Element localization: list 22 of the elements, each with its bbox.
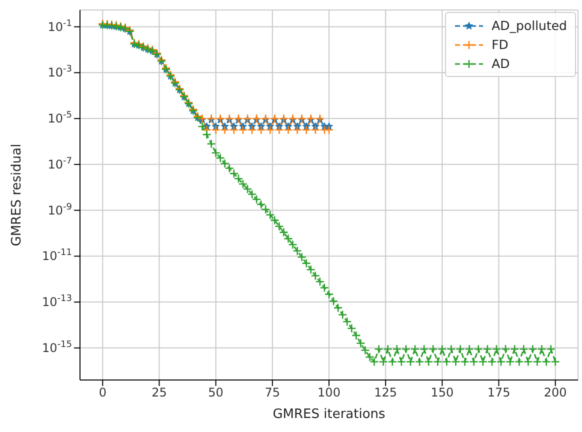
legend-label: FD xyxy=(492,37,508,52)
legend-label: AD_polluted xyxy=(492,18,567,33)
x-tick-label: 200 xyxy=(544,386,567,400)
y-tick-label: 10$^{-7}$ xyxy=(48,156,72,172)
legend-label: AD xyxy=(492,56,510,71)
x-tick-label: 0 xyxy=(98,386,106,400)
y-tick-label: 10$^{-9}$ xyxy=(48,202,72,218)
x-axis-title: GMRES iterations xyxy=(272,407,386,422)
y-tick-label: 10$^{-11}$ xyxy=(42,248,72,264)
y-tick-label: 10$^{-1}$ xyxy=(48,18,72,34)
y-tick-label: 10$^{-5}$ xyxy=(48,110,72,126)
y-tick-label: 10$^{-3}$ xyxy=(48,64,72,80)
y-tick-label: 10$^{-15}$ xyxy=(42,340,72,355)
y-tick-label: 10$^{-13}$ xyxy=(42,294,72,310)
x-tick-label: 175 xyxy=(487,386,510,400)
y-axis-title: GMRES residual xyxy=(10,144,25,246)
x-tick-label: 25 xyxy=(152,386,167,400)
x-tick-label: 100 xyxy=(318,386,340,400)
x-tick-label: 150 xyxy=(430,386,454,400)
x-tick-label: 125 xyxy=(374,386,398,400)
x-tick-label: 50 xyxy=(208,386,224,400)
x-tick-label: 75 xyxy=(264,386,280,400)
